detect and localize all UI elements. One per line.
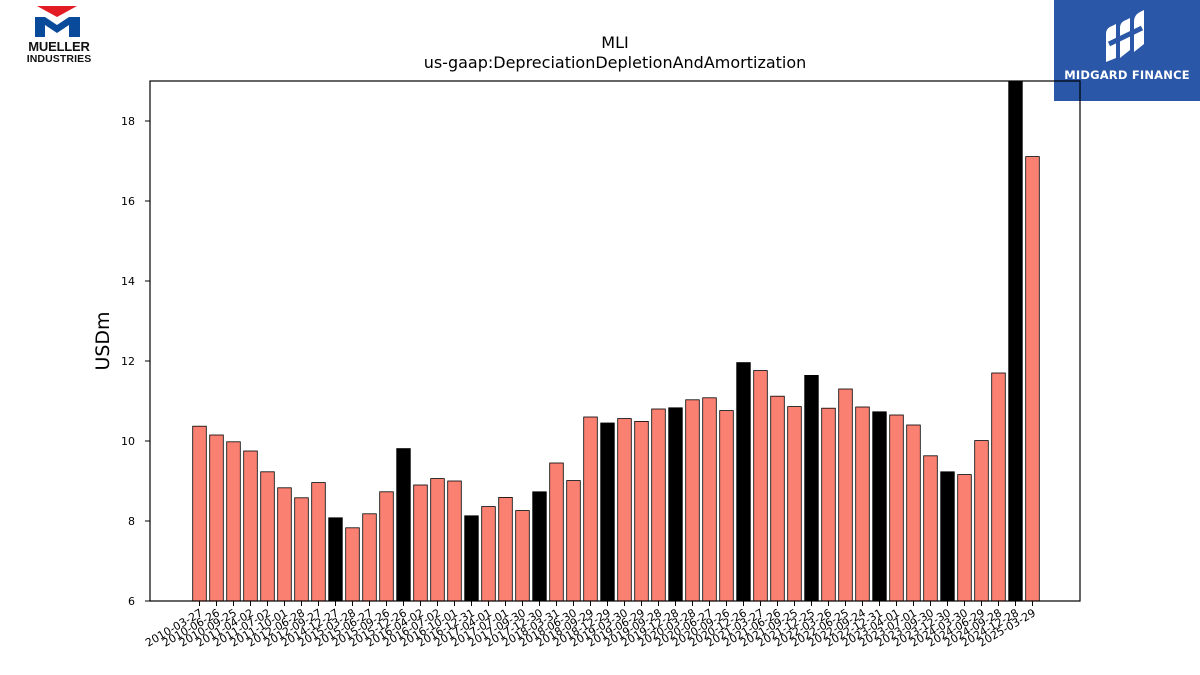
midgard-finance-mark (1106, 10, 1144, 62)
bar (940, 471, 955, 602)
bar (430, 478, 445, 602)
bar (974, 440, 989, 602)
bar (821, 407, 836, 602)
logo-blue-m (35, 17, 80, 37)
bar (685, 399, 700, 602)
plot-frame (149, 80, 1081, 602)
y-axis-ticks: 6 8 10 12 14 16 18 (121, 115, 150, 608)
bar (379, 491, 394, 602)
bar (1008, 80, 1023, 602)
bar (872, 411, 887, 602)
company-logo: MUELLER INDUSTRIES (20, 6, 98, 66)
y-tick-label: 8 (128, 515, 135, 528)
bar (243, 450, 258, 602)
bar (1025, 156, 1040, 602)
bar (362, 513, 377, 602)
bar (838, 388, 853, 602)
bar (345, 527, 360, 602)
bar (515, 510, 530, 602)
bar (770, 395, 785, 602)
chart-subtitle: us-gaap:DepreciationDepletionAndAmortiza… (424, 53, 807, 72)
bar (311, 482, 326, 602)
bar (209, 434, 224, 602)
bar (294, 497, 309, 602)
midgard-finance-logo: MIDGARD FINANCE (1054, 0, 1200, 101)
y-tick-label: 16 (121, 195, 135, 208)
y-axis-label: USDm (92, 311, 114, 370)
y-tick-label: 14 (121, 275, 135, 288)
bar (413, 484, 428, 602)
y-tick-label: 6 (128, 595, 135, 608)
bar (617, 418, 632, 602)
company-logo-mark (35, 6, 80, 37)
bar (566, 480, 581, 602)
bar (702, 397, 717, 602)
chart-title: MLI (601, 33, 628, 52)
bar (804, 374, 819, 602)
logo-red-chevron (37, 6, 77, 17)
bar (991, 372, 1006, 602)
bar (277, 487, 292, 602)
bar (532, 491, 547, 602)
logo-text-line1: MUELLER (28, 39, 90, 54)
bar (464, 515, 479, 602)
bar (549, 462, 564, 602)
y-tick-label: 10 (121, 435, 135, 448)
bar (447, 480, 462, 602)
bar (328, 517, 343, 602)
bar (753, 370, 768, 602)
y-tick-label: 18 (121, 115, 135, 128)
midgard-finance-text: MIDGARD FINANCE (1064, 68, 1190, 82)
bar (957, 474, 972, 602)
logo-text-line2: INDUSTRIES (26, 53, 92, 65)
x-axis-ticks: 2010-03-272010-06-262010-09-252011-04-02… (143, 601, 1038, 650)
bar (787, 406, 802, 602)
bar-series (192, 80, 1040, 602)
bar (226, 441, 241, 602)
bar (923, 455, 938, 602)
bar (498, 496, 513, 602)
bar (396, 448, 411, 602)
bar (719, 410, 734, 602)
bar (600, 422, 615, 602)
y-tick-label: 12 (121, 355, 135, 368)
bar (668, 407, 683, 602)
bar (736, 362, 751, 602)
bar (889, 414, 904, 602)
bar (651, 408, 666, 602)
bar (583, 416, 598, 602)
bar (634, 420, 649, 602)
bar (192, 425, 207, 602)
bar (855, 406, 870, 602)
bar (481, 506, 496, 602)
bar (260, 471, 275, 602)
bar (906, 424, 921, 602)
